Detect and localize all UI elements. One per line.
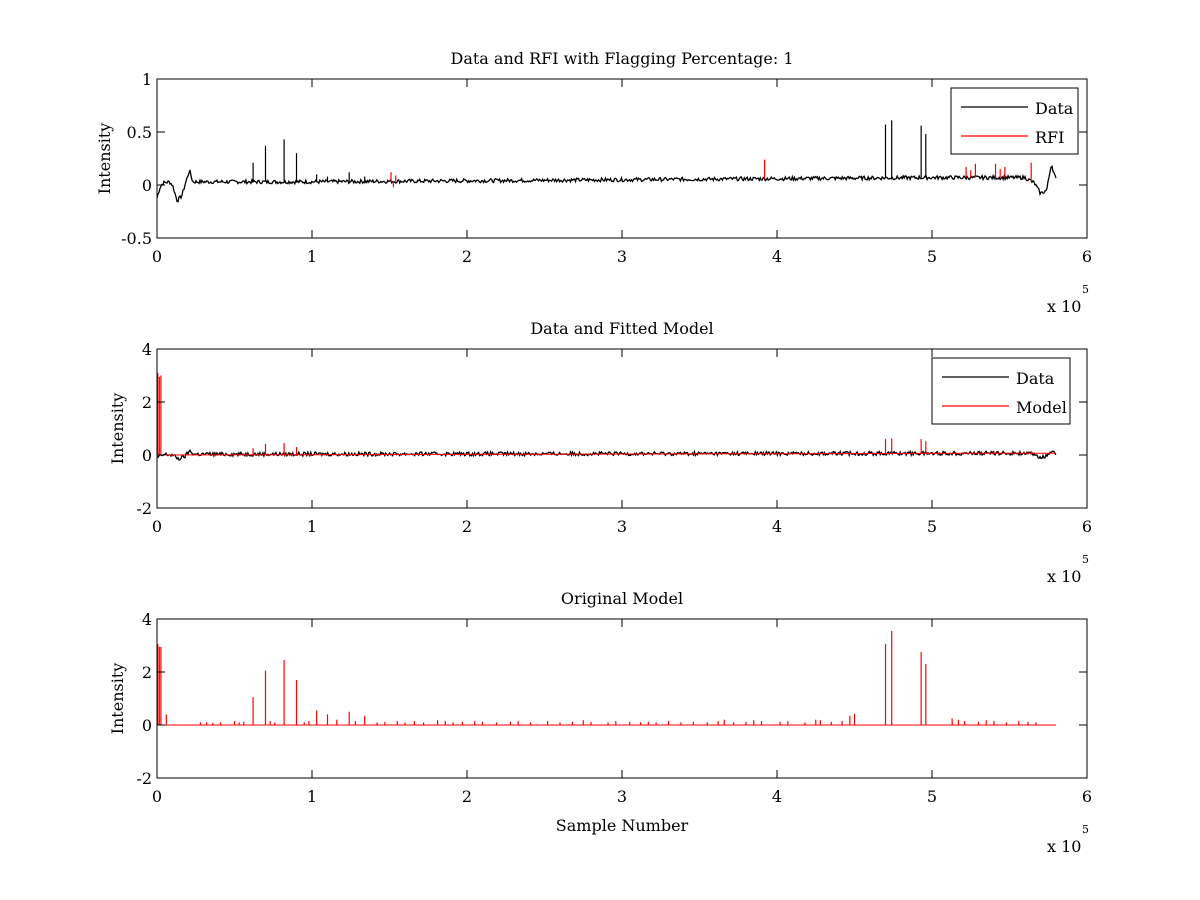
plot-area xyxy=(157,630,1056,726)
legend-entry-2: RFI xyxy=(1035,128,1064,147)
x-tick-label: 0 xyxy=(152,247,162,266)
y-axis-label: Intensity xyxy=(108,393,127,465)
x-exponent-label: x 105 xyxy=(1047,283,1089,316)
y-axis-label: Intensity xyxy=(95,123,114,195)
x-axis-label: Sample Number xyxy=(556,816,689,835)
y-axis-label: Intensity xyxy=(108,663,127,735)
x-exponent-label: x 105 xyxy=(1047,553,1089,586)
x-tick-label: 3 xyxy=(617,517,627,536)
x-tick-label: 0 xyxy=(152,787,162,806)
chart-title: Original Model xyxy=(561,589,683,608)
x-tick-label: 5 xyxy=(927,517,937,536)
legend-entry-1: Data xyxy=(1035,99,1074,118)
y-tick-label: 4 xyxy=(142,610,152,629)
x-tick-label: 4 xyxy=(772,517,782,536)
plot-area xyxy=(157,120,1057,203)
x-tick-label: 3 xyxy=(617,247,627,266)
x-tick-label: 4 xyxy=(772,787,782,806)
x-tick-label: 2 xyxy=(462,787,472,806)
x-exponent-power: 5 xyxy=(1082,553,1089,566)
legend: Data Model xyxy=(931,357,1071,425)
y-tick-label: 0 xyxy=(142,716,152,735)
x-exponent-base: x 10 xyxy=(1047,567,1081,586)
legend-entry-1: Data xyxy=(1016,369,1055,388)
x-tick-label: 2 xyxy=(462,517,472,536)
x-exponent-label: x 105 xyxy=(1047,823,1089,856)
x-tick-label: 6 xyxy=(1082,247,1092,266)
y-tick-label: 0 xyxy=(142,176,152,195)
x-exponent-power: 5 xyxy=(1082,283,1089,296)
legend-entry-2: Model xyxy=(1016,398,1067,417)
x-tick-label: 6 xyxy=(1082,517,1092,536)
plot-area xyxy=(157,372,1057,461)
x-exponent-base: x 10 xyxy=(1047,837,1081,856)
x-tick-label: 6 xyxy=(1082,787,1092,806)
y-tick-label: 1 xyxy=(142,70,152,89)
y-tick-label: -2 xyxy=(136,769,152,788)
y-tick-label: -0.5 xyxy=(121,229,152,248)
y-tick-label: 0 xyxy=(142,446,152,465)
y-tick-label: 4 xyxy=(142,340,152,359)
series-line-2 xyxy=(157,452,1056,456)
x-tick-label: 2 xyxy=(462,247,472,266)
x-tick-label: 1 xyxy=(307,247,317,266)
x-tick-label: 5 xyxy=(927,247,937,266)
x-tick-label: 0 xyxy=(152,517,162,536)
y-tick-label: 0.5 xyxy=(127,123,152,142)
y-tick-label: -2 xyxy=(136,499,152,518)
x-tick-label: 1 xyxy=(307,787,317,806)
x-tick-label: 4 xyxy=(772,247,782,266)
x-tick-label: 3 xyxy=(617,787,627,806)
y-tick-label: 2 xyxy=(142,663,152,682)
y-tick-label: 2 xyxy=(142,393,152,412)
x-tick-label: 5 xyxy=(927,787,937,806)
legend-box xyxy=(931,357,1071,425)
x-exponent-power: 5 xyxy=(1082,823,1089,836)
chart-title: Data and RFI with Flagging Percentage: 1 xyxy=(450,49,793,68)
legend: Data RFI xyxy=(950,87,1079,155)
x-tick-label: 1 xyxy=(307,517,317,536)
series-line-1 xyxy=(157,164,1057,203)
chart-title: Data and Fitted Model xyxy=(530,319,713,338)
x-exponent-base: x 10 xyxy=(1047,297,1081,316)
legend-box xyxy=(950,87,1079,155)
